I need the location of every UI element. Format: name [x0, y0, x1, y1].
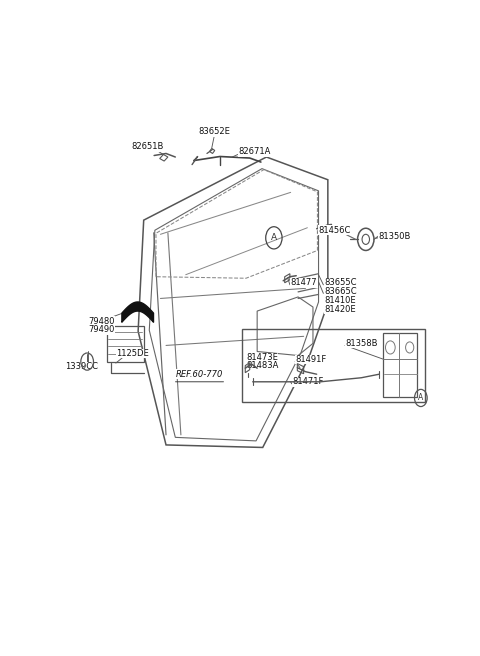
Text: 81456C: 81456C	[319, 226, 351, 235]
Text: 81420E: 81420E	[324, 305, 356, 314]
Text: 79490: 79490	[88, 325, 114, 335]
Text: 81477: 81477	[290, 278, 317, 287]
Text: 81473E: 81473E	[246, 353, 278, 362]
Text: 1339CC: 1339CC	[65, 362, 98, 371]
Text: 81471F: 81471F	[292, 377, 324, 386]
Text: 81491F: 81491F	[296, 355, 327, 364]
Text: 81483A: 81483A	[246, 361, 278, 370]
Text: 83665C: 83665C	[324, 287, 357, 297]
Text: 1125DE: 1125DE	[116, 349, 149, 358]
Text: REF.60-770: REF.60-770	[176, 370, 223, 379]
Text: A: A	[418, 394, 423, 402]
Text: 79480: 79480	[88, 317, 114, 325]
Text: 81350B: 81350B	[378, 232, 410, 241]
Text: 81358B: 81358B	[346, 339, 378, 348]
Text: 81410E: 81410E	[324, 297, 356, 306]
Text: 82651B: 82651B	[131, 142, 164, 152]
Text: 83655C: 83655C	[324, 278, 357, 287]
Text: A: A	[271, 234, 277, 242]
Text: 83652E: 83652E	[198, 127, 230, 136]
Text: 82671A: 82671A	[239, 148, 271, 157]
